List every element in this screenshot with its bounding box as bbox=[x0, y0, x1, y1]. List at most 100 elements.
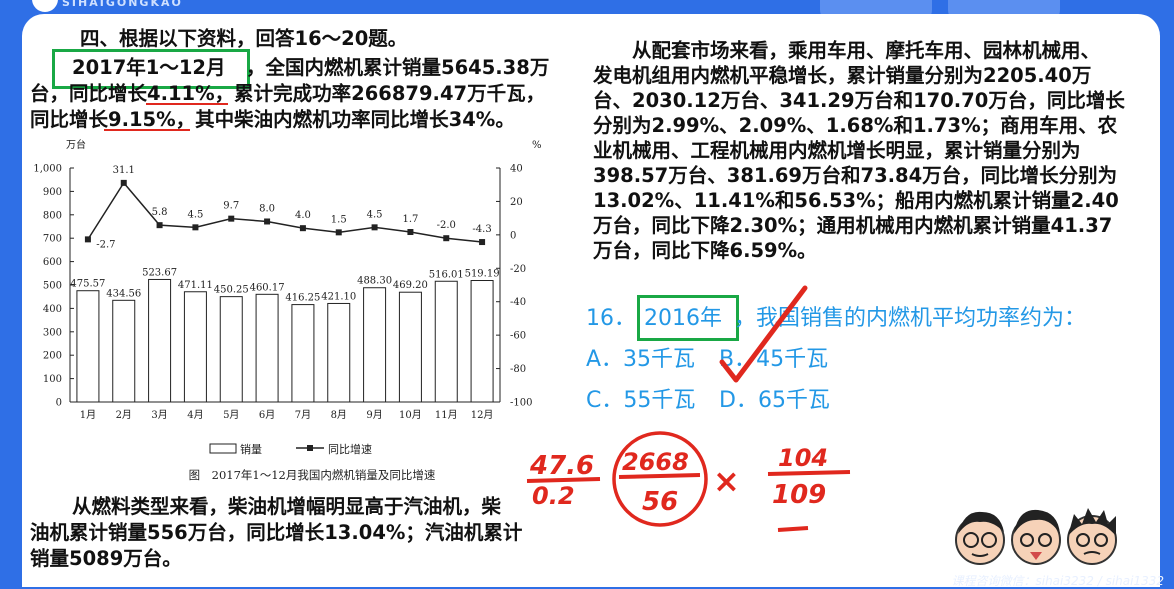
avatar bbox=[1011, 509, 1061, 565]
chart-right-tick-label: 0 bbox=[510, 230, 516, 241]
chart-x-tick-label: 10月 bbox=[399, 409, 422, 421]
right-line-4: 分别为2.99%、2.09%、1.68%和1.73%；商用车用、农 bbox=[593, 114, 1118, 137]
right-line-8: 万台，同比下降2.30%；通用机械用内燃机累计销量41.37 bbox=[593, 214, 1113, 237]
chart-caption: 图 2017年1～12月我国内燃机销量及同比增速 bbox=[189, 468, 436, 482]
chart-right-tick-label: -80 bbox=[510, 364, 526, 375]
highlight-box-2017 bbox=[52, 49, 250, 89]
chart-growth-label: 5.8 bbox=[152, 207, 168, 218]
chart-x-tick-label: 5月 bbox=[223, 409, 239, 421]
chart-growth-line bbox=[87, 181, 483, 243]
chart-growth-point bbox=[192, 224, 199, 231]
sales-chart: 万台 %01002003004005006007008009001,000-100… bbox=[33, 138, 542, 482]
chart-legend-bar-label: 销量 bbox=[240, 442, 262, 456]
chart-bar-label: 434.56 bbox=[106, 288, 141, 299]
logo-circle bbox=[32, 0, 58, 12]
p2-line2: 油机累计销量556万台，同比增长13.04%；汽油机累计 bbox=[30, 521, 523, 544]
chart-growth-label: -2.0 bbox=[437, 220, 456, 231]
right-line-7: 13.02%、11.41%和56.53%；船用内燃机累计销量2.40 bbox=[593, 189, 1119, 212]
right-line-2: 发电机组用内燃机平稳增长，累计销量分别为2205.40万 bbox=[593, 64, 1092, 87]
chart-x-tick-label: 7月 bbox=[295, 409, 311, 421]
question-stem: ，我国销售的内燃机平均功率约为： bbox=[734, 306, 1087, 331]
option-d[interactable]: D．65千瓦 bbox=[719, 388, 830, 413]
chart-growth-point bbox=[228, 215, 235, 222]
chart-left-tick-label: 500 bbox=[43, 281, 62, 292]
chart-bar bbox=[112, 299, 136, 403]
chart-x-tick-label: 11月 bbox=[435, 409, 458, 421]
chart-x-tick-label: 4月 bbox=[187, 409, 203, 421]
chart-bar bbox=[255, 293, 279, 403]
right-line-3: 台、2030.12万台、341.29万台和170.70万台，同比增长 bbox=[593, 89, 1125, 112]
chart-bar-label: 523.67 bbox=[142, 267, 177, 278]
avatar bbox=[955, 511, 1005, 565]
chart-left-unit: 万台 bbox=[66, 138, 86, 151]
chart-right-unit: % bbox=[532, 140, 542, 151]
chart-x-tick-label: 3月 bbox=[151, 409, 167, 421]
p1-line1-rest: ，全国内燃机累计销量5645.38万 bbox=[246, 56, 550, 79]
chart-bar-label: 460.17 bbox=[250, 282, 285, 293]
chart-growth-point bbox=[443, 235, 450, 242]
chart-bar bbox=[434, 280, 458, 403]
p1-line1-prefix: 2017年1～12月 bbox=[72, 56, 226, 79]
chart-left-tick-label: 1,000 bbox=[33, 164, 62, 175]
avatar bbox=[1067, 508, 1117, 565]
chart-left-tick-label: 400 bbox=[43, 304, 62, 315]
chart-bar bbox=[183, 291, 207, 403]
chart-growth-label: 4.5 bbox=[367, 209, 383, 220]
question-number: 16． bbox=[586, 306, 636, 331]
chart-left-tick-label: 100 bbox=[43, 374, 62, 385]
chart-right-tick-label: 40 bbox=[510, 164, 523, 175]
chart-bar-label: 416.25 bbox=[285, 293, 320, 304]
chart-right-tick-label: -40 bbox=[510, 297, 526, 308]
right-line-6: 398.57万台、381.69万台和73.84万台，同比增长分别为 bbox=[593, 164, 1118, 187]
option-a[interactable]: A．35千瓦 bbox=[586, 347, 696, 372]
chart-growth-label: 1.5 bbox=[331, 214, 347, 225]
chart-bar bbox=[470, 280, 494, 403]
chart-x-tick-label: 2月 bbox=[116, 409, 132, 421]
chart-growth-point bbox=[299, 225, 306, 232]
logo-text: SIHAIGONGKAO bbox=[62, 0, 183, 9]
slide-card bbox=[22, 14, 1160, 587]
chart-bar-label: 450.25 bbox=[214, 285, 249, 296]
chart-growth-point bbox=[264, 218, 271, 225]
chart-bar-label: 488.30 bbox=[357, 276, 392, 287]
chart-growth-label: 4.5 bbox=[187, 209, 203, 220]
chart-left-tick-label: 800 bbox=[43, 210, 62, 221]
right-line-1: 从配套市场来看，乘用车用、摩托车用、园林机械用、 bbox=[632, 39, 1101, 62]
chart-growth-point bbox=[371, 224, 378, 231]
chart-x-tick-label: 9月 bbox=[366, 409, 382, 421]
intro-text: 四、根据以下资料，回答16～20题。 bbox=[80, 27, 408, 50]
chart-right-tick-label: -100 bbox=[510, 398, 532, 409]
chart-right-tick-label: -60 bbox=[510, 331, 526, 342]
watermark: 课程咨询微信：sihai3232 / sihai1332 bbox=[951, 574, 1164, 588]
chart-growth-label: 1.7 bbox=[402, 214, 418, 225]
p1-line3: 同比增长9.15%，其中柴油内燃机功率同比增长34%。 bbox=[30, 108, 515, 131]
p1-line2: 台，同比增长4.11%，累计完成功率266879.47万千瓦， bbox=[30, 82, 546, 105]
chart-x-tick-label: 12月 bbox=[471, 409, 494, 421]
chart-growth-point bbox=[479, 239, 486, 246]
question-year: 2016年 bbox=[644, 306, 722, 331]
chart-left-tick-label: 700 bbox=[43, 234, 62, 245]
chart-left-tick-label: 300 bbox=[43, 327, 62, 338]
chart-growth-label: -2.7 bbox=[96, 239, 115, 250]
option-c[interactable]: C．55千瓦 bbox=[586, 388, 696, 413]
option-b[interactable]: B．45千瓦 bbox=[719, 347, 829, 372]
underline-growth bbox=[146, 103, 228, 105]
chart-growth-label: 31.1 bbox=[113, 165, 135, 176]
chart-legend-line-marker bbox=[307, 445, 313, 451]
chart-bar-label: 519.19 bbox=[465, 269, 500, 280]
chart-x-tick-label: 6月 bbox=[259, 409, 275, 421]
chart-bar-label: 475.57 bbox=[70, 279, 105, 290]
chart-growth-label: 4.0 bbox=[295, 210, 311, 221]
chart-growth-label: 9.7 bbox=[223, 201, 239, 212]
chart-bar-label: 471.11 bbox=[178, 280, 213, 291]
chart-x-tick-label: 1月 bbox=[80, 409, 96, 421]
chart-bar bbox=[327, 302, 351, 403]
chart-bar bbox=[148, 278, 172, 403]
chart-growth-point bbox=[84, 236, 91, 243]
chart-legend-line-label: 同比增速 bbox=[328, 442, 372, 456]
chart-bar bbox=[398, 291, 422, 403]
chart-bar bbox=[291, 304, 315, 403]
chart-growth-label: 8.0 bbox=[259, 203, 275, 214]
chart-left-tick-label: 900 bbox=[43, 187, 62, 198]
underline-power-growth bbox=[104, 129, 190, 131]
